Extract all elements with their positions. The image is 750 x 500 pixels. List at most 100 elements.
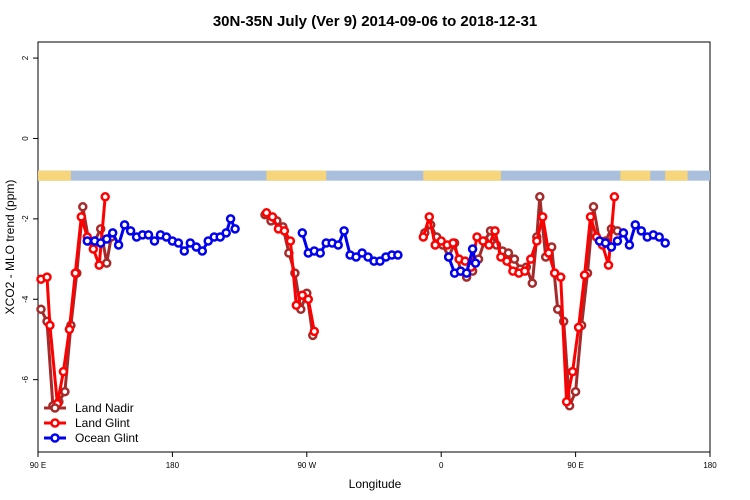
data-point: [630, 220, 641, 230]
legend-label: Land Glint: [75, 416, 130, 430]
surface-type-band: [38, 170, 710, 181]
data-point: [526, 254, 536, 264]
data-point: [585, 212, 596, 222]
y-tick-label: -6: [21, 376, 30, 384]
data-point: [624, 240, 635, 250]
data-point: [579, 270, 590, 280]
data-point: [82, 236, 93, 246]
data-point: [567, 366, 578, 377]
data-point: [520, 266, 530, 276]
data-point: [609, 192, 620, 202]
land-band-segment: [38, 170, 71, 181]
data-point: [461, 268, 472, 278]
data-point: [78, 202, 88, 212]
data-point: [285, 236, 296, 246]
data-point: [339, 226, 349, 236]
data-point: [467, 244, 478, 254]
data-point: [173, 238, 184, 248]
data-point: [230, 224, 240, 234]
data-point: [179, 246, 190, 256]
data-point: [503, 248, 514, 258]
data-point: [125, 226, 136, 236]
data-point: [297, 290, 308, 300]
series-ocean-glint: [82, 214, 670, 278]
data-point: [303, 294, 314, 305]
data-point: [149, 236, 160, 246]
data-point: [309, 326, 320, 337]
data-point: [603, 260, 614, 270]
data-point: [291, 300, 302, 311]
data-point: [573, 322, 584, 333]
data-point: [225, 214, 236, 224]
data-point: [107, 228, 118, 238]
data-point: [448, 238, 458, 248]
data-point: [363, 252, 373, 262]
data-point: [484, 240, 494, 250]
data-point: [297, 228, 308, 238]
ocean-band: [38, 170, 710, 181]
legend-swatch-marker: [50, 418, 60, 428]
data-point: [333, 240, 343, 250]
legend-label: Land Nadir: [75, 401, 134, 415]
data-point: [418, 232, 429, 242]
data-point: [60, 386, 70, 397]
data-point: [509, 254, 520, 264]
legend-item: Ocean Glint: [44, 431, 139, 445]
data-point: [470, 258, 481, 268]
data-point: [535, 192, 545, 202]
data-point: [143, 230, 154, 240]
data-point: [113, 240, 124, 250]
data-point: [552, 304, 563, 315]
data-point: [555, 272, 566, 282]
data-point: [94, 260, 104, 270]
data-point: [101, 258, 112, 268]
data-point: [64, 324, 75, 335]
data-point: [660, 238, 670, 248]
data-point: [532, 236, 542, 246]
land-band-segment: [620, 170, 651, 181]
legend-swatch-marker: [50, 433, 60, 443]
data-point: [76, 212, 87, 222]
data-point: [570, 386, 581, 397]
data-point: [36, 304, 46, 315]
data-point: [502, 256, 512, 266]
y-tick-label: 2: [21, 55, 30, 60]
data-point: [496, 252, 506, 262]
data-point: [261, 208, 272, 218]
data-point: [58, 366, 69, 377]
legend-item: Land Glint: [44, 416, 130, 430]
series-land-glint: [36, 192, 620, 409]
x-tick-label: 90 W: [297, 461, 316, 470]
data-point: [443, 252, 454, 262]
data-point: [543, 248, 554, 258]
data-point: [588, 202, 599, 212]
x-tick-label: 180: [166, 461, 180, 470]
x-tick-label: 90 E: [567, 461, 583, 470]
y-tick-label: 0: [21, 136, 30, 141]
data-point: [612, 236, 623, 246]
data-point: [70, 268, 81, 278]
y-tick-label: -2: [21, 215, 30, 223]
data-point: [527, 278, 538, 288]
land-band-segment: [423, 170, 501, 181]
data-point: [315, 248, 325, 258]
data-point: [375, 256, 385, 266]
chart-title: 30N-35N July (Ver 9) 2014-09-06 to 2018-…: [213, 13, 537, 30]
axes: 90 E 180 90 W 0 90 E 180 2 0 -2 -4 -6: [21, 55, 717, 470]
data-point: [101, 234, 112, 244]
data-point: [45, 320, 55, 331]
plot-area-frame: [37, 41, 711, 453]
legend-swatch-marker: [50, 403, 60, 413]
data-point: [393, 250, 403, 260]
data-point: [279, 226, 290, 236]
y-axis-label: XCO2 - MLO trend (ppm): [3, 180, 17, 315]
data-point: [636, 226, 647, 236]
legend-item: Land Nadir: [44, 401, 134, 415]
data-point: [561, 397, 572, 407]
y-tick-label: -4: [21, 295, 30, 303]
land-band-segment: [665, 170, 688, 181]
data-point: [424, 212, 435, 222]
data-series: [36, 192, 670, 411]
x-tick-label: 90 E: [30, 461, 46, 470]
